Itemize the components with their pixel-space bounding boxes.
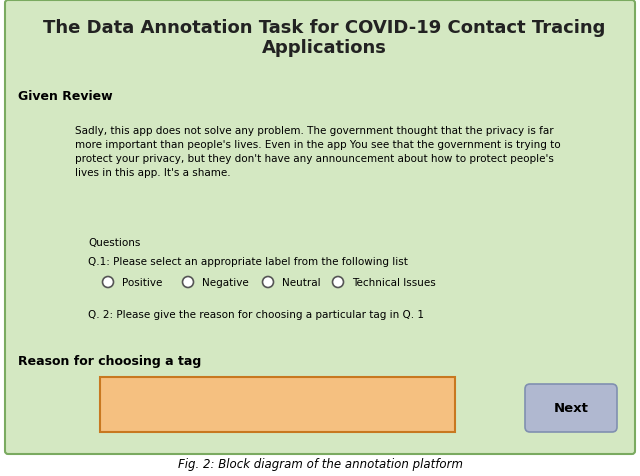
Text: Reason for choosing a tag: Reason for choosing a tag <box>18 355 201 368</box>
FancyBboxPatch shape <box>525 384 617 432</box>
Text: Q. 2: Please give the reason for choosing a particular tag in Q. 1: Q. 2: Please give the reason for choosin… <box>88 309 424 319</box>
Text: Technical Issues: Technical Issues <box>352 278 436 288</box>
Text: Next: Next <box>554 402 588 415</box>
FancyBboxPatch shape <box>100 377 455 432</box>
Circle shape <box>102 277 113 288</box>
FancyBboxPatch shape <box>5 1 635 454</box>
Text: Sadly, this app does not solve any problem. The government thought that the priv: Sadly, this app does not solve any probl… <box>75 126 561 178</box>
Text: Q.1: Please select an appropriate label from the following list: Q.1: Please select an appropriate label … <box>88 257 408 267</box>
Text: Neutral: Neutral <box>282 278 321 288</box>
Circle shape <box>182 277 193 288</box>
Text: Questions: Questions <box>88 238 140 248</box>
Text: The Data Annotation Task for COVID-19 Contact Tracing
Applications: The Data Annotation Task for COVID-19 Co… <box>43 19 605 57</box>
Text: Positive: Positive <box>122 278 163 288</box>
Text: Given Review: Given Review <box>18 89 113 102</box>
Text: Negative: Negative <box>202 278 249 288</box>
Circle shape <box>333 277 344 288</box>
Text: Fig. 2: Block diagram of the annotation platform: Fig. 2: Block diagram of the annotation … <box>177 457 463 470</box>
Circle shape <box>262 277 273 288</box>
